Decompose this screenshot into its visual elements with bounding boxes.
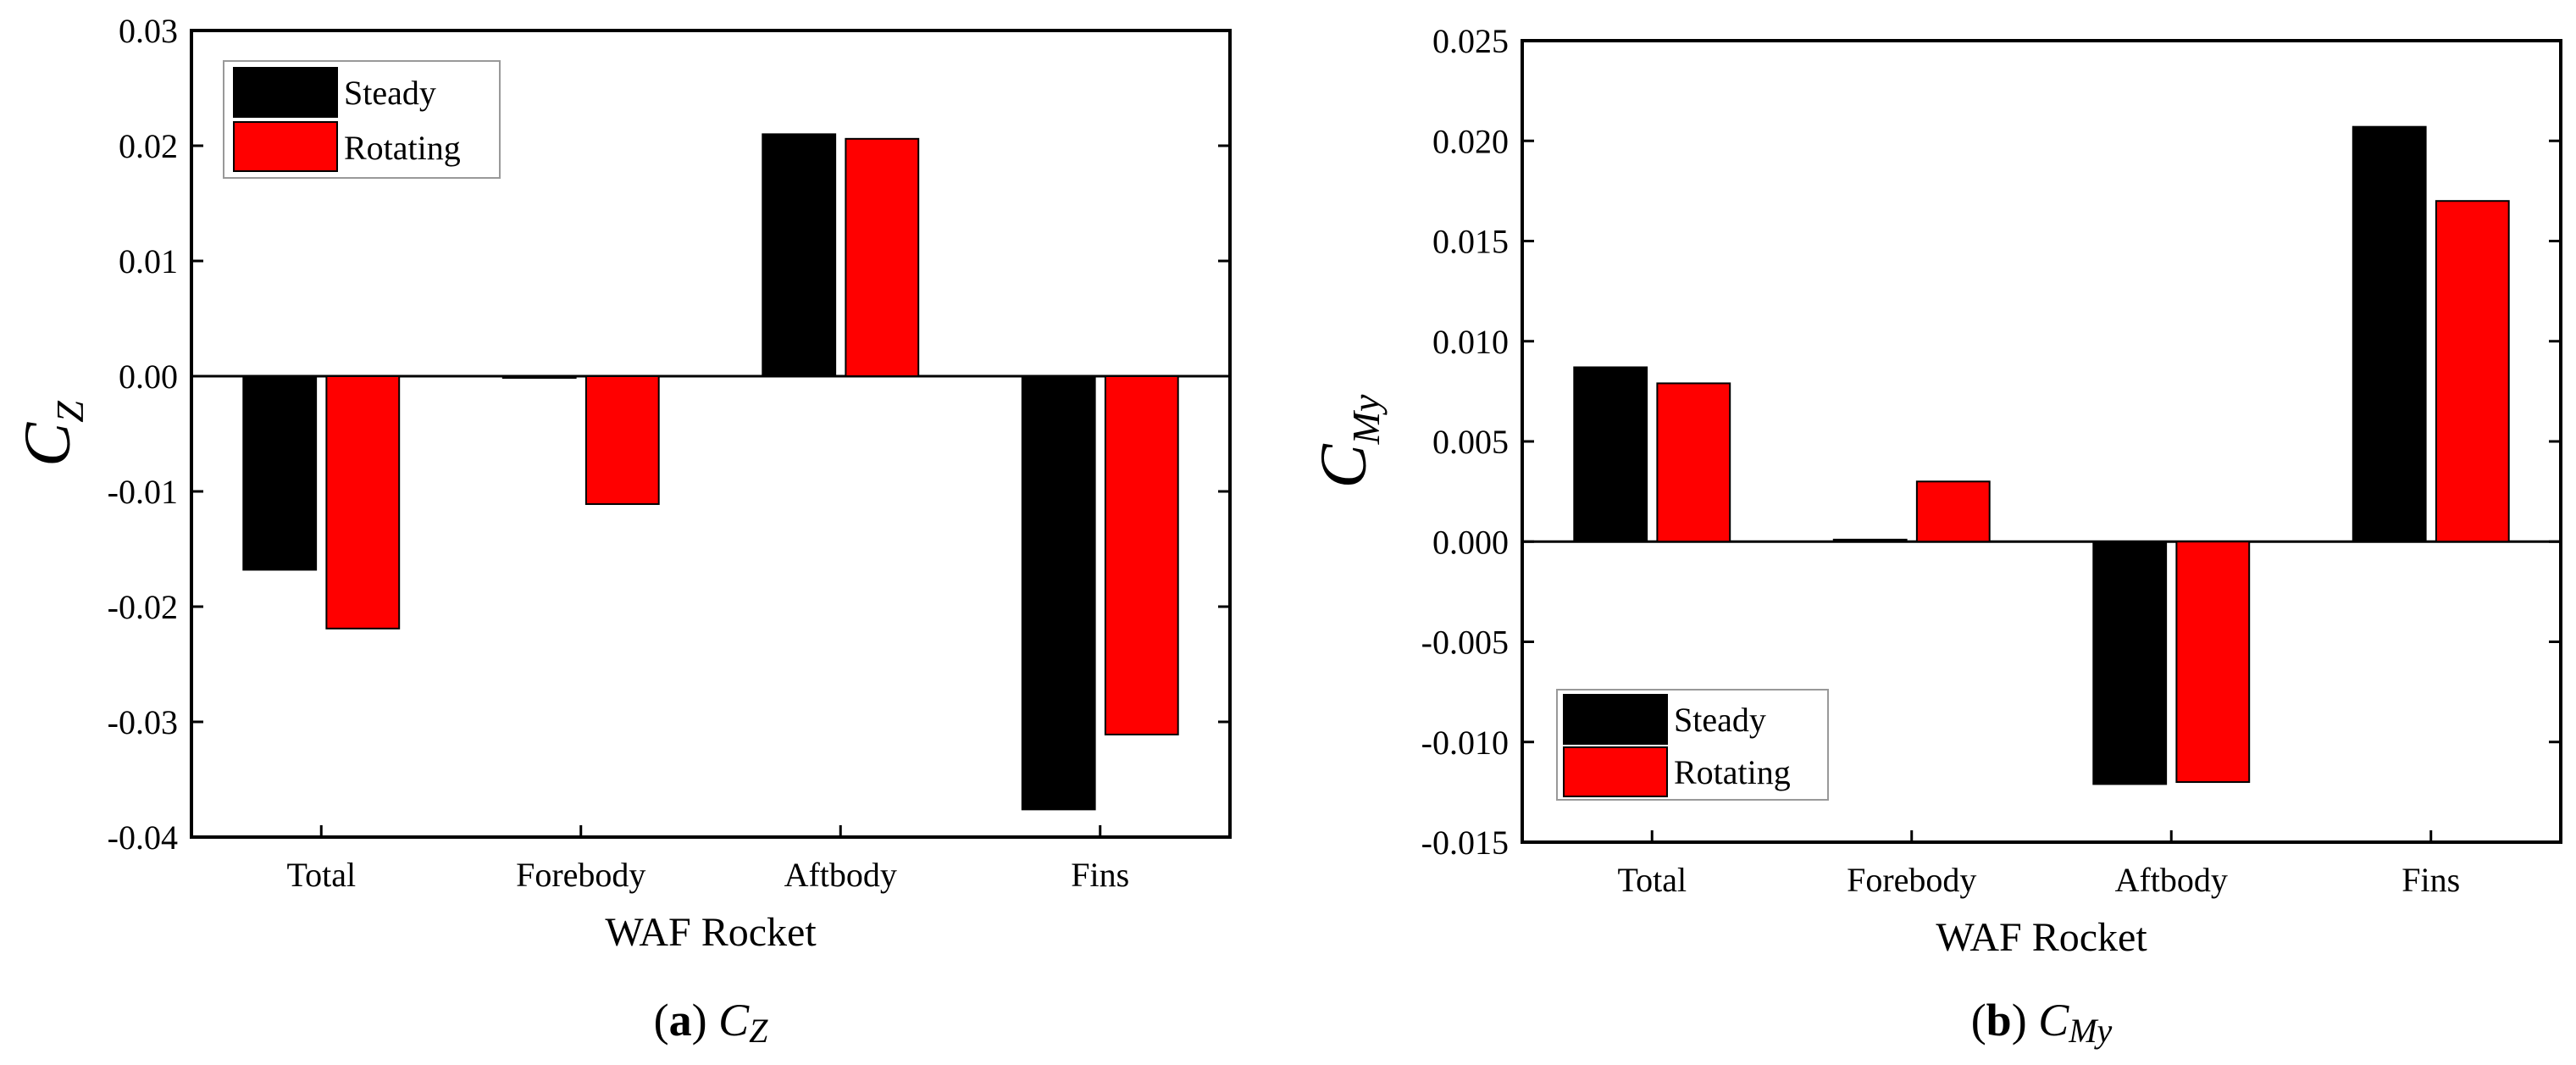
bar-steady-fins — [1021, 375, 1096, 811]
bar-steady-total — [1573, 366, 1648, 543]
bar-rotating-forebody — [1915, 480, 1991, 543]
caption-symbol: C — [718, 995, 750, 1046]
bars — [1573, 125, 2510, 785]
plot-frame — [190, 29, 1232, 839]
x-tick-label-fins: Fins — [1071, 856, 1129, 894]
y-tick-label: -0.015 — [1421, 824, 1509, 862]
y-tick-label: 0.01 — [119, 242, 178, 280]
y-tick-label: 0.02 — [119, 127, 178, 165]
x-tick-label-total: Total — [286, 856, 356, 894]
legend-swatch-steady — [1563, 694, 1668, 745]
y-axis-title: CZ — [10, 401, 91, 467]
bar-rotating-fins — [2435, 200, 2510, 543]
y-tick-label: 0.000 — [1432, 523, 1509, 561]
x-tick-label-forebody: Forebody — [516, 856, 645, 894]
y-tick-label: 0.005 — [1432, 423, 1509, 461]
legend-label-rotating: Rotating — [344, 129, 461, 167]
y-tick-label: 0.015 — [1432, 223, 1509, 261]
y-tick-label: 0.025 — [1432, 22, 1509, 60]
x-tick-label-aftbody: Aftbody — [784, 856, 897, 894]
bar-steady-forebody — [1832, 538, 1908, 543]
legend: Steady Rotating — [223, 60, 501, 179]
legend-swatch-steady — [233, 67, 338, 118]
caption-letter: a — [669, 995, 692, 1046]
legend-swatch-rotating — [1563, 746, 1668, 797]
y-axis-title-symbol: C — [1306, 443, 1380, 488]
bar-rotating-aftbody — [845, 137, 920, 377]
y-axis: -0.04 -0.03 -0.02 -0.01 0.00 0.01 0.02 0.03 — [108, 12, 1230, 857]
legend-label-steady: Steady — [1674, 701, 1766, 739]
bar-steady-total — [242, 375, 318, 571]
y-tick-label: -0.010 — [1421, 724, 1509, 762]
y-tick-label: 0.020 — [1432, 122, 1509, 160]
x-axis-title: WAF Rocket — [605, 910, 817, 955]
x-axis: Total Forebody Aftbody Fins — [1617, 830, 2460, 899]
y-axis-title: CMy — [1306, 394, 1388, 488]
panel-b-cmy-chart: -0.015 -0.010 -0.005 0.000 0.005 0.010 0.015 0.… — [1306, 22, 2562, 1050]
y-tick-label: -0.03 — [108, 703, 178, 741]
legend-label-steady: Steady — [344, 74, 436, 112]
y-tick-label: -0.005 — [1421, 624, 1509, 662]
bar-rotating-forebody — [584, 375, 660, 505]
legend-swatch-rotating — [233, 121, 338, 172]
panel-caption: (a) CZ — [654, 995, 769, 1050]
caption-symbol: C — [2038, 995, 2069, 1046]
x-tick-label-forebody: Forebody — [1847, 861, 1976, 899]
y-axis-title-subscript: Z — [48, 401, 91, 423]
panel-a-cz-chart: -0.04 -0.03 -0.02 -0.01 0.00 0.01 0.02 0.03 Tot… — [10, 12, 1232, 1050]
y-tick-label: 0.00 — [119, 358, 178, 396]
y-tick-label: -0.02 — [108, 588, 178, 626]
y-tick-label: 0.010 — [1432, 323, 1509, 361]
y-tick-label: -0.04 — [108, 818, 178, 857]
y-axis-title-subscript: My — [1344, 394, 1388, 445]
bar-steady-aftbody — [762, 133, 837, 377]
bar-rotating-total — [1656, 382, 1731, 543]
legend-label-rotating: Rotating — [1674, 753, 1791, 791]
x-tick-label-fins: Fins — [2401, 861, 2460, 899]
bar-rotating-fins — [1104, 375, 1179, 735]
bar-rotating-aftbody — [2175, 541, 2251, 784]
y-tick-label: -0.01 — [108, 473, 178, 511]
x-axis: Total Forebody Aftbody Fins — [286, 825, 1129, 894]
x-axis-title: WAF Rocket — [1936, 915, 2147, 960]
bar-steady-fins — [2352, 125, 2427, 543]
panel-caption: (b) CMy — [1971, 995, 2113, 1050]
x-tick-label-aftbody: Aftbody — [2115, 861, 2228, 899]
x-tick-label-total: Total — [1617, 861, 1687, 899]
bars — [242, 133, 1179, 811]
legend: Steady Rotating — [1556, 689, 1829, 801]
bar-steady-forebody — [501, 375, 577, 379]
bar-steady-aftbody — [2092, 541, 2168, 785]
y-axis: -0.015 -0.010 -0.005 0.000 0.005 0.010 0.015 0.… — [1421, 22, 2561, 862]
bar-rotating-total — [325, 375, 401, 630]
y-tick-label: 0.03 — [119, 12, 178, 50]
y-axis-title-symbol: C — [10, 422, 84, 467]
caption-subscript: My — [2068, 1012, 2112, 1050]
caption-subscript: Z — [749, 1012, 768, 1050]
caption-letter: b — [1986, 995, 2012, 1046]
